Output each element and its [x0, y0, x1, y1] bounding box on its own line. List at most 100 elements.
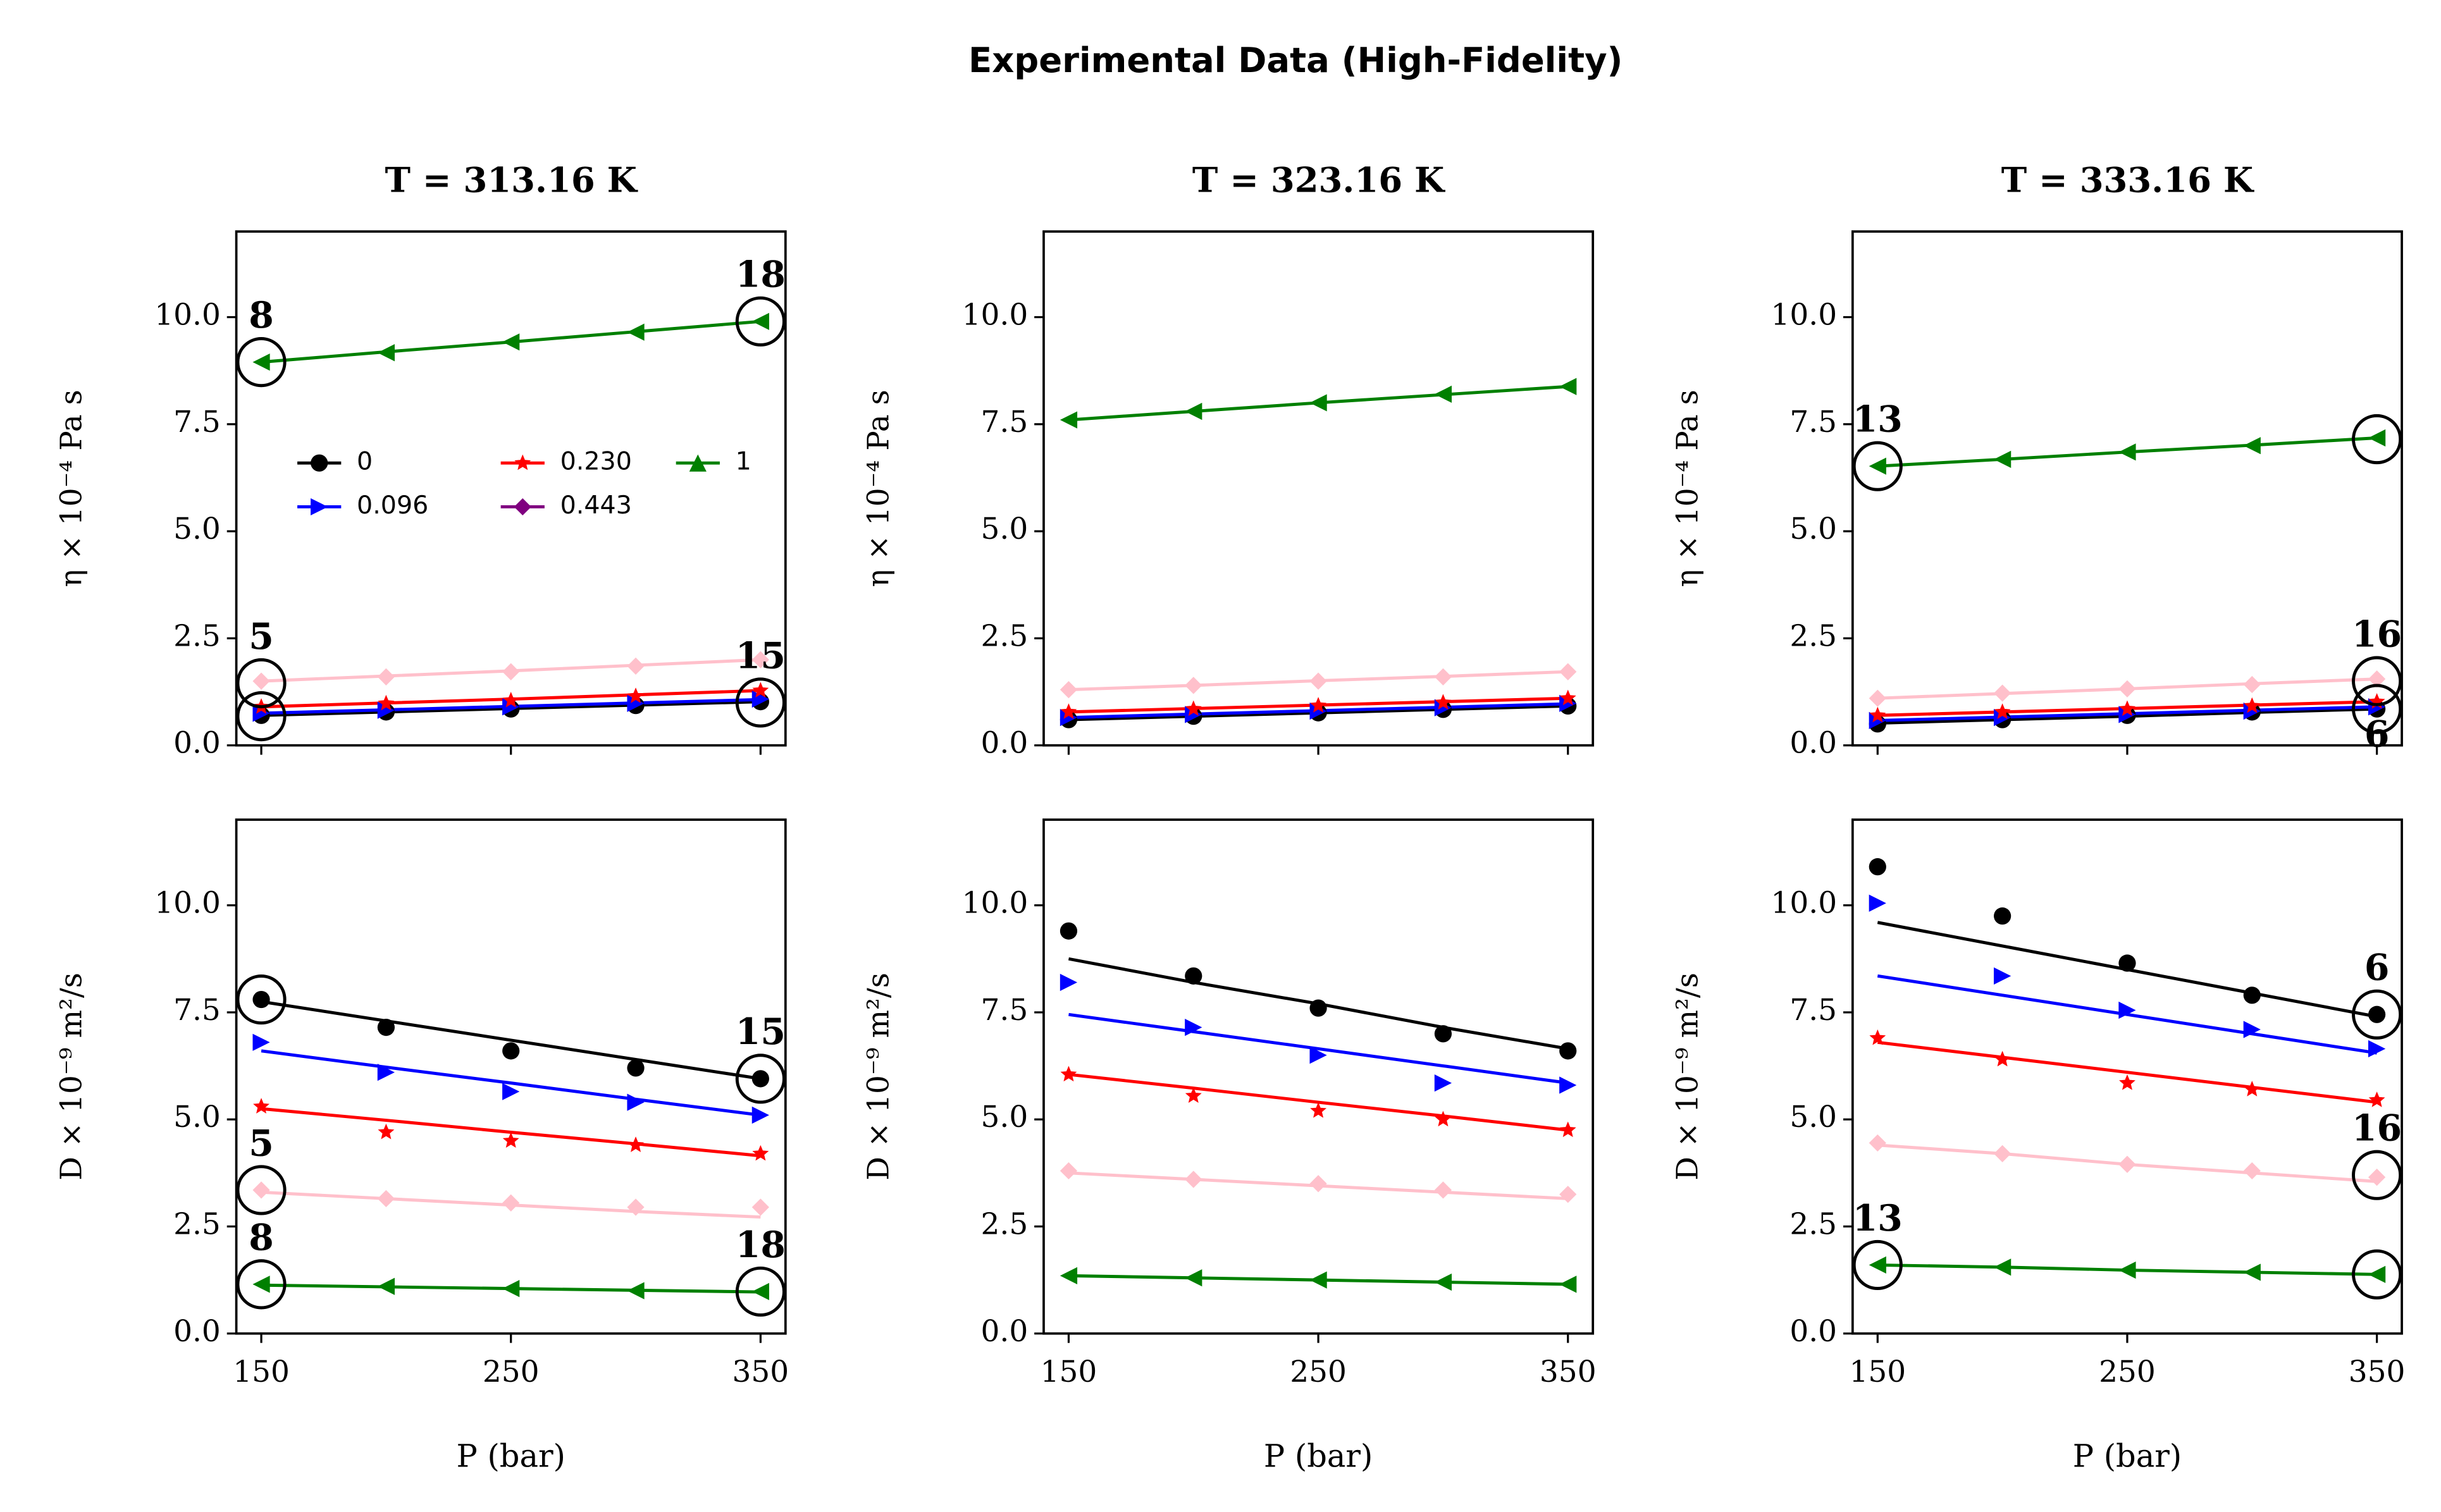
highlight-circle [1852, 441, 1903, 491]
y-tick-label: 5.0 [1789, 512, 1837, 546]
marker [1869, 706, 1886, 723]
annotation-label: 8 [249, 1217, 274, 1258]
marker [1309, 1047, 1327, 1064]
y-tick-label: 7.5 [173, 405, 221, 439]
annotation-label: 18 [736, 254, 786, 296]
marker [1869, 894, 1886, 912]
y-tick-label: 2.5 [1789, 618, 1837, 653]
highlight-circle [236, 1259, 287, 1310]
marker [627, 657, 645, 675]
y-tick-label: 7.5 [1789, 993, 1837, 1028]
annotation-label: 16 [2352, 1108, 2402, 1150]
marker [252, 1033, 270, 1051]
marker [502, 1042, 520, 1060]
figure-title: Experimental Data (High-Fidelity) [968, 40, 1622, 80]
annotation-label: 5 [249, 1122, 274, 1164]
marker [2244, 1081, 2261, 1097]
marker [252, 353, 270, 371]
y-tick-label: 10.0 [154, 298, 221, 333]
marker [627, 694, 645, 712]
fit-line [261, 1000, 761, 1081]
marker [1869, 1134, 1886, 1152]
highlight-circle [2352, 1150, 2402, 1200]
marker [377, 1189, 395, 1208]
y-tick-label: 5.0 [173, 512, 221, 546]
marker [1309, 702, 1327, 720]
legend-label: 0.096 [357, 491, 428, 520]
marker [1434, 668, 1452, 685]
marker [1559, 1186, 1577, 1203]
axes-frame [1042, 230, 1595, 747]
marker [627, 687, 644, 703]
panel-title: T = 333.16 K [2001, 160, 2254, 200]
marker [1559, 689, 1576, 706]
x-tick-label: 250 [483, 1355, 540, 1389]
marker [252, 1181, 270, 1199]
highlight-circle [2352, 656, 2402, 706]
marker [752, 682, 769, 698]
marker [1060, 703, 1077, 719]
marker [1060, 1162, 1078, 1180]
highlight-circle [735, 677, 786, 728]
marker [1060, 922, 1078, 940]
legend-label: 1 [736, 447, 751, 476]
marker [1309, 1175, 1327, 1193]
marker [1309, 394, 1327, 412]
y-tick-label: 0.0 [1789, 1314, 1837, 1349]
x-axis-label: P (bar) [2073, 1438, 2182, 1475]
x-tick-label: 150 [233, 1355, 290, 1389]
highlight-circle [735, 1266, 786, 1317]
marker [627, 1093, 645, 1111]
marker [751, 1070, 769, 1088]
y-tick-label: 0.0 [173, 1314, 221, 1349]
marker [2243, 437, 2261, 455]
annotation-label: 16 [2352, 614, 2402, 656]
marker [2119, 1074, 2135, 1090]
marker [1185, 1171, 1202, 1188]
marker [1559, 1042, 1577, 1060]
marker [2243, 675, 2261, 694]
highlight-circle [236, 658, 287, 709]
marker [502, 691, 519, 708]
panel-title: T = 323.16 K [1192, 160, 1445, 200]
marker [1434, 1074, 1452, 1092]
highlight-circle [236, 337, 287, 388]
highlight-circle [735, 296, 786, 347]
marker [751, 651, 769, 668]
marker [2368, 429, 2386, 447]
marker [377, 1018, 395, 1036]
marker [1994, 450, 2012, 468]
highlight-circle [1852, 1239, 1903, 1290]
y-axis-label: D × 10⁻⁹ m²/s [862, 973, 896, 1181]
marker [2118, 1155, 2136, 1173]
marker [1060, 1066, 1077, 1082]
y-tick-label: 7.5 [981, 993, 1029, 1028]
marker [1869, 1256, 1886, 1274]
marker [1185, 677, 1202, 694]
marker [1060, 709, 1078, 727]
marker [2118, 954, 2136, 972]
annotation-label: 8 [249, 295, 274, 336]
marker [2118, 680, 2136, 698]
axes-frame [1042, 818, 1595, 1335]
annotation-label: 15 [736, 635, 786, 677]
fit-line [261, 1049, 761, 1117]
y-tick-label: 0.0 [173, 726, 221, 761]
marker [252, 990, 270, 1009]
marker [1434, 1025, 1452, 1043]
highlight-circle [2352, 414, 2402, 465]
marker [627, 1282, 645, 1300]
y-tick-label: 10.0 [154, 886, 221, 921]
marker [1869, 457, 1886, 475]
annotation-label: 6 [2364, 713, 2390, 755]
x-tick-label: 150 [1849, 1355, 1906, 1389]
highlight-circle [2352, 989, 2402, 1040]
marker [377, 668, 395, 685]
highlight-circle [735, 1054, 786, 1104]
marker [377, 1277, 395, 1295]
marker [1559, 1121, 1576, 1138]
y-axis-label: η × 10⁻⁴ Pa s [862, 390, 896, 587]
marker [377, 1064, 395, 1081]
marker [1185, 1269, 1202, 1287]
marker [1994, 967, 2012, 985]
